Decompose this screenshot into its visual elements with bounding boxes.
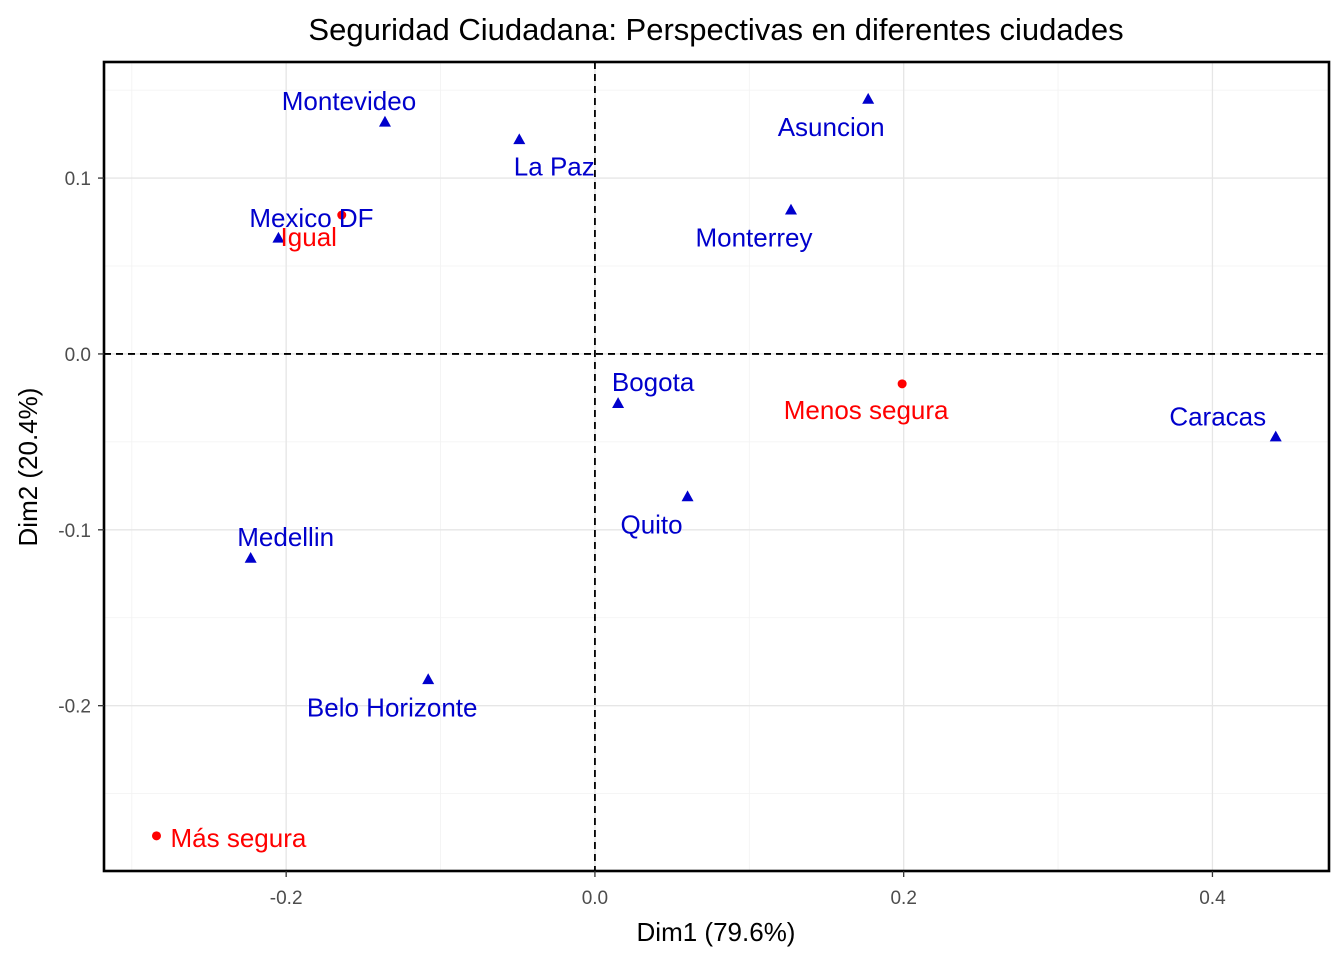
label-quito: Quito [620,509,682,539]
label-monterrey: Monterrey [695,223,812,253]
point-caracas [1269,430,1282,442]
label-medellin: Medellin [237,522,334,552]
x-tick-label: 0.4 [1199,888,1226,909]
point-menos-segura [897,379,907,389]
y-tick-label: 0.1 [65,169,91,190]
point-labels: Montevideo La Paz Asuncion Monterrey Mexico … [170,86,1266,853]
point-medellin [244,551,257,563]
data-points [151,92,1282,841]
chart-title: Seguridad Ciudadana: Perspectivas en dif… [308,12,1123,47]
point-bogota [612,397,625,408]
label-menos-segura: Menos segura [784,395,949,425]
label-mexico-df: Mexico DF [249,203,373,233]
point-la-paz [513,133,526,145]
x-tick-label: 0.2 [890,888,916,909]
point-quito [681,490,694,502]
point-igual [337,210,347,220]
label-la-paz: La Paz [514,151,595,181]
point-asuncion [862,92,875,104]
x-axis-title: Dim1 (79.6%) [637,917,796,947]
point-belo-horizonte [422,673,435,685]
zero-reference-lines [104,62,1329,871]
point-mas-segura [151,831,161,841]
point-mexico-df [272,231,285,243]
y-tick-label: 0.0 [65,345,91,366]
y-axis-title: Dim2 (20.4%) [13,388,43,547]
y-tick-label: -0.1 [58,521,91,542]
x-tick-label: 0.0 [582,888,608,909]
panel-border [102,60,1331,873]
label-igual: Igual [281,222,337,252]
axes: -0.2 0.0 0.2 0.4 -0.2 -0.1 0.0 0.1 [58,169,1226,909]
grid-lines [104,62,1329,871]
point-monterrey [784,203,797,215]
label-bogota: Bogota [612,367,695,397]
label-belo-horizonte: Belo Horizonte [307,692,478,722]
y-tick-label: -0.2 [58,697,91,718]
label-caracas: Caracas [1169,402,1266,432]
label-montevideo: Montevideo [282,86,416,116]
x-tick-label: -0.2 [270,888,303,909]
point-montevideo [378,115,391,127]
label-asuncion: Asuncion [778,112,885,142]
label-mas-segura: Más segura [170,823,306,853]
